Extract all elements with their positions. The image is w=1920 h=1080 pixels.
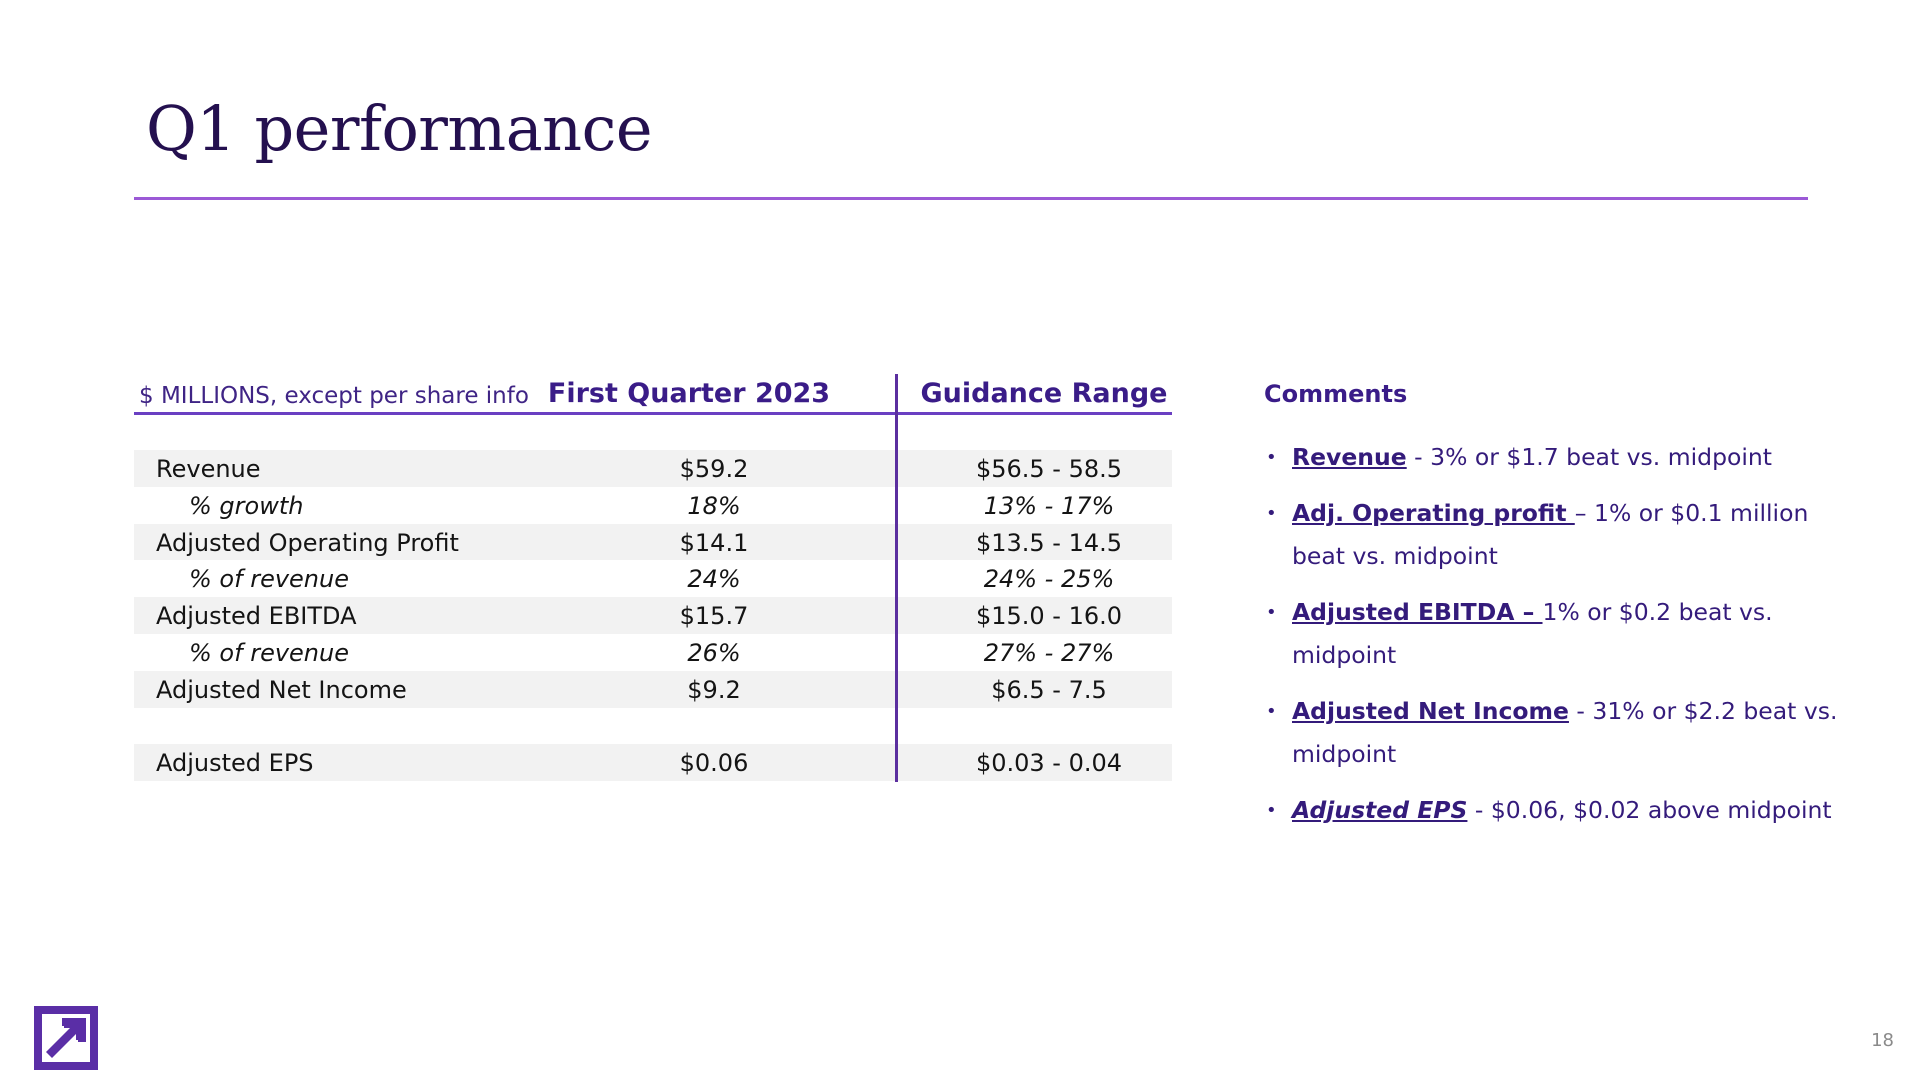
table-row: Adjusted EPS $0.06 $0.03 - 0.04 [134, 744, 1172, 782]
row-actual-value: $14.1 [679, 528, 749, 557]
row-label: % of revenue [189, 638, 349, 667]
table-row: % of revenue 24% 24% - 25% [134, 560, 1172, 597]
table-row: % of revenue 26% 27% - 27% [134, 634, 1172, 671]
comment-text: - 31% or $2.2 beat vs. midpoint [1292, 697, 1838, 768]
row-guidance-value: $6.5 - 7.5 [991, 675, 1107, 704]
table-row: Adjusted Operating Profit $14.1 $13.5 - … [134, 523, 1172, 561]
row-guidance-value: $13.5 - 14.5 [975, 528, 1123, 557]
row-label: % of revenue [189, 565, 349, 594]
comments-panel: Comments • Revenue - 3% or $1.7 beat vs.… [1264, 380, 1864, 824]
comments-title: Comments [1264, 380, 1408, 408]
row-actual-value: $15.7 [679, 602, 749, 631]
comment-text: 1% or $0.2 beat vs. midpoint [1292, 598, 1773, 669]
row-label: Revenue [156, 455, 261, 483]
row-guidance-value: $15.0 - 16.0 [975, 602, 1123, 631]
row-actual-value: $0.06 [679, 749, 749, 778]
bullet-icon: • [1266, 701, 1277, 722]
performance-table: $ MILLIONS, except per share info First … [134, 374, 1172, 782]
comment-item: • Adjusted EBITDA – 1% or $0.2 beat vs. … [1264, 591, 1864, 677]
comment-item: • Adjusted EPS - $0.06, $0.02 above midp… [1264, 789, 1864, 832]
table-row: Adjusted Net Income $9.2 $6.5 - 7.5 [134, 670, 1172, 708]
header-divider [134, 412, 1172, 415]
comment-key: Adj. Operating profit [1292, 499, 1575, 527]
row-guidance-value: $56.5 - 58.5 [975, 455, 1123, 483]
comment-text: - $0.06, $0.02 above midpoint [1467, 796, 1832, 824]
comment-item: • Adjusted Net Income - 31% or $2.2 beat… [1264, 690, 1864, 776]
comment-key: Adjusted EBITDA – [1292, 598, 1543, 626]
row-label: Adjusted Operating Profit [156, 528, 459, 557]
table-row: % growth 18% 13% - 17% [134, 487, 1172, 524]
comment-key: Revenue [1292, 443, 1407, 471]
row-actual-value: 26% [687, 638, 741, 667]
row-actual-value: 18% [687, 491, 741, 520]
bullet-icon: • [1266, 503, 1277, 524]
column-header-guidance-range: Guidance Range [920, 378, 1168, 409]
row-label: Adjusted EBITDA [156, 602, 357, 631]
row-label: Adjusted Net Income [156, 675, 407, 704]
row-label: Adjusted EPS [156, 749, 314, 778]
page-title: Q1 performance [146, 92, 653, 165]
row-guidance-value: 24% - 25% [983, 565, 1115, 594]
column-header-first-quarter: First Quarter 2023 [547, 378, 831, 409]
column-divider [895, 374, 898, 782]
bullet-icon: • [1266, 447, 1277, 468]
comments-list: • Revenue - 3% or $1.7 beat vs. midpoint… [1264, 436, 1864, 845]
comment-text: - 3% or $1.7 beat vs. midpoint [1406, 443, 1772, 471]
page-number: 18 [1871, 1030, 1894, 1051]
comment-text: – 1% or $0.1 million beat vs. midpoint [1292, 499, 1809, 570]
row-label: % growth [189, 491, 304, 520]
table-row: Adjusted EBITDA $15.7 $15.0 - 16.0 [134, 597, 1172, 634]
row-actual-value: $59.2 [679, 455, 749, 483]
table-spacer-row [134, 708, 1172, 745]
row-guidance-value: 27% - 27% [983, 638, 1115, 667]
units-label: $ MILLIONS, except per share info [139, 383, 529, 409]
comment-item: • Revenue - 3% or $1.7 beat vs. midpoint [1264, 436, 1864, 479]
comment-key: Adjusted EPS [1292, 796, 1468, 824]
row-guidance-value: 13% - 17% [983, 491, 1115, 520]
bullet-icon: • [1266, 800, 1277, 821]
row-actual-value: 24% [687, 565, 741, 594]
comment-key: Adjusted Net Income [1292, 697, 1569, 725]
table-body: Revenue $59.2 $56.5 - 58.5 % growth 18% … [134, 450, 1172, 782]
row-actual-value: $9.2 [687, 675, 741, 704]
title-divider [134, 197, 1808, 200]
arrow-square-logo-icon [34, 1006, 98, 1070]
row-guidance-value: $0.03 - 0.04 [975, 749, 1123, 778]
bullet-icon: • [1266, 602, 1277, 623]
comment-item: • Adj. Operating profit – 1% or $0.1 mil… [1264, 492, 1864, 578]
table-row: Revenue $59.2 $56.5 - 58.5 [134, 450, 1172, 487]
